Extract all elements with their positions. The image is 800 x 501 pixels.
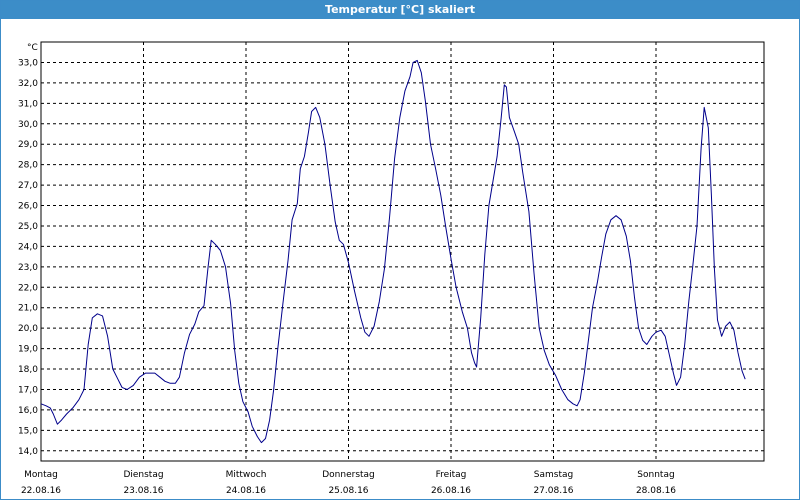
y-tick-label: 32,0 <box>18 79 38 89</box>
grid-lines <box>41 42 764 461</box>
temperature-series-line <box>40 59 746 444</box>
x-tick-date-label: 26.08.16 <box>431 486 471 496</box>
x-tick-date-label: 25.08.16 <box>328 486 368 496</box>
x-tick-date-label: 22.08.16 <box>21 486 61 496</box>
y-tick-label: 16,0 <box>18 406 38 416</box>
y-tick-label: 19,0 <box>18 345 38 355</box>
y-tick-label: 27,0 <box>18 181 38 191</box>
x-tick-date-label: 24.08.16 <box>226 486 266 496</box>
y-tick-labels: 14,0 15,0 16,0 17,0 18,0 19,0 20,0 21,0 22,0 23,0… <box>18 58 38 456</box>
x-tick-date-label: 28.08.16 <box>636 486 676 496</box>
x-tick-day-label: Montag <box>24 470 58 480</box>
x-tick-day-label: Donnerstag <box>322 470 375 480</box>
series-layer <box>40 59 746 444</box>
y-tick-label: 24,0 <box>18 242 38 252</box>
y-tick-label: 31,0 <box>18 99 38 109</box>
y-tick-label: 30,0 <box>18 120 38 130</box>
y-tick-label: 18,0 <box>18 365 38 375</box>
y-axis-unit-label: °C <box>27 43 38 53</box>
window-title: Temperatur [°C] skaliert <box>1 1 799 19</box>
plot-area-border <box>40 41 765 462</box>
y-tick-label: 29,0 <box>18 140 38 150</box>
y-tick-label: 25,0 <box>18 222 38 232</box>
y-tick-label: 21,0 <box>18 304 38 314</box>
y-tick-label: 22,0 <box>18 283 38 293</box>
x-tick-day-label: Mittwoch <box>226 470 267 480</box>
x-tick-labels: Montag 22.08.16 Dienstag 23.08.16 Mittwoch 24… <box>21 470 676 496</box>
x-tick-day-label: Sonntag <box>637 470 674 480</box>
y-tick-label: 17,0 <box>18 385 38 395</box>
x-tick-day-label: Samstag <box>534 470 573 480</box>
y-tick-label: 26,0 <box>18 202 38 212</box>
x-tick-date-label: 27.08.16 <box>533 486 573 496</box>
x-tick-day-label: Dienstag <box>123 470 163 480</box>
x-tick-day-label: Freitag <box>436 470 467 480</box>
y-tick-label: 28,0 <box>18 161 38 171</box>
y-tick-label: 23,0 <box>18 263 38 273</box>
x-tick-date-label: 23.08.16 <box>123 486 163 496</box>
y-tick-label: 20,0 <box>18 324 38 334</box>
y-tick-label: 15,0 <box>18 426 38 436</box>
y-tick-label: 33,0 <box>18 58 38 68</box>
y-tick-label: 14,0 <box>18 447 38 457</box>
